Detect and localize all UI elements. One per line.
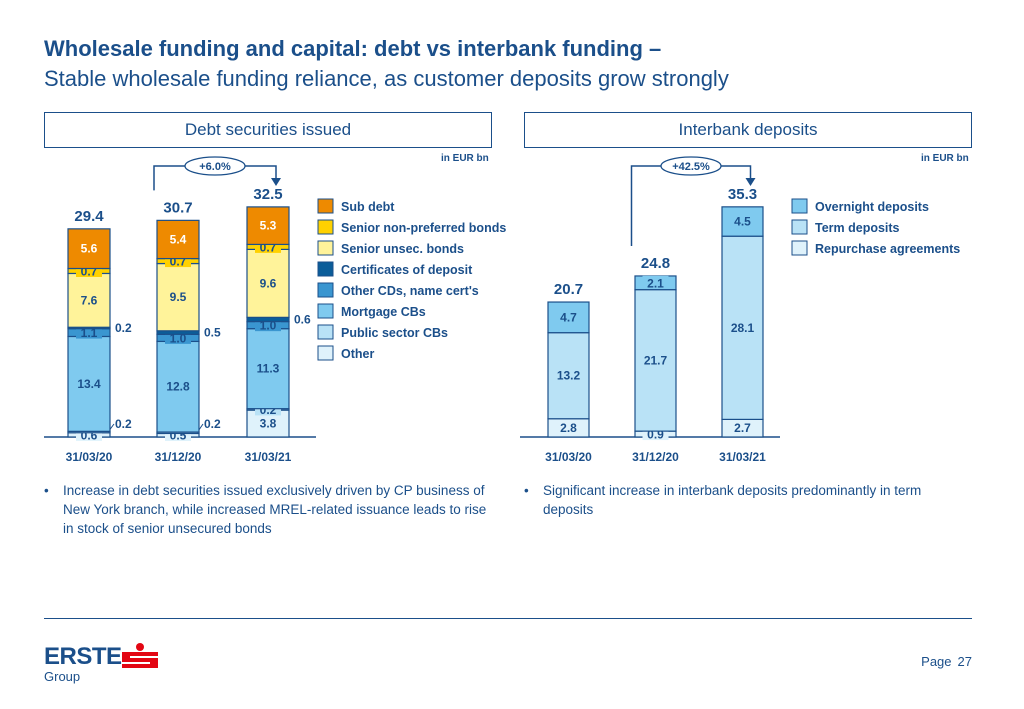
page-label: Page bbox=[921, 654, 952, 669]
data-label: 1.1 bbox=[81, 326, 98, 340]
legend-swatch bbox=[791, 198, 808, 214]
data-label: 0.2 bbox=[204, 417, 221, 431]
x-tick-label: 31/03/21 bbox=[245, 450, 292, 464]
x-tick-label: 31/12/20 bbox=[632, 450, 679, 464]
bar-total: 29.4 bbox=[74, 208, 104, 225]
bar-total: 30.7 bbox=[163, 199, 192, 216]
legend-swatch bbox=[317, 219, 334, 235]
legend-swatch bbox=[317, 303, 334, 319]
bullet-dot: • bbox=[44, 483, 49, 498]
change-badge bbox=[184, 156, 246, 176]
data-label: 7.6 bbox=[81, 293, 98, 307]
x-tick-label: 31/03/20 bbox=[66, 450, 113, 464]
arrow-down-icon bbox=[271, 178, 281, 186]
bar-segment-senior-unsec-bonds bbox=[67, 272, 111, 328]
legend-swatch bbox=[791, 240, 808, 256]
arrow-down-icon bbox=[745, 178, 756, 186]
data-label: 4.5 bbox=[734, 215, 751, 229]
data-label: 5.6 bbox=[81, 242, 98, 256]
left-bullet: • Increase in debt securities issued exc… bbox=[44, 481, 494, 538]
right-bullet: • Significant increase in interbank depo… bbox=[524, 481, 964, 519]
legend-swatch bbox=[317, 282, 334, 298]
legend-item: Term deposits bbox=[815, 221, 900, 235]
data-label: 2.7 bbox=[734, 421, 751, 435]
legend-item: Other CDs, name cert's bbox=[341, 284, 479, 298]
page-number-value: 27 bbox=[957, 654, 972, 669]
data-label: 11.3 bbox=[257, 362, 280, 376]
bar-segment-sub-debt bbox=[156, 219, 200, 260]
bar-segment-certificates-of-deposit bbox=[246, 316, 290, 323]
bar-total: 20.7 bbox=[554, 281, 583, 298]
legend-item: Sub debt bbox=[341, 200, 395, 214]
legend-item: Overnight deposits bbox=[815, 200, 929, 214]
right-unit-label: in EUR bn bbox=[921, 153, 969, 164]
data-label: 21.7 bbox=[644, 353, 668, 367]
x-tick-label: 31/12/20 bbox=[155, 450, 202, 464]
data-label: 28.1 bbox=[731, 321, 755, 335]
debt-securities-header: Debt securities issued bbox=[44, 112, 492, 148]
page-number: Page 27 bbox=[915, 654, 972, 669]
change-badge bbox=[660, 156, 722, 176]
legend-item: Other bbox=[341, 347, 374, 361]
left-unit-label: in EUR bn bbox=[441, 153, 489, 164]
logo-brand-sub: Group bbox=[44, 669, 81, 684]
data-label: 12.8 bbox=[166, 380, 190, 394]
legend-swatch bbox=[317, 345, 334, 361]
data-label: 0.2 bbox=[115, 417, 132, 431]
legend-item: Certificates of deposit bbox=[341, 263, 473, 277]
legend-swatch bbox=[791, 219, 808, 235]
right-bullet-text: Significant increase in interbank deposi… bbox=[543, 483, 922, 517]
change-label: +6.0% bbox=[199, 161, 231, 173]
data-label: 2.8 bbox=[560, 421, 577, 435]
x-tick-label: 31/03/21 bbox=[719, 450, 766, 464]
legend-swatch bbox=[317, 198, 334, 214]
bar-segment-senior-unsec-bonds bbox=[156, 262, 200, 332]
bar-total: 35.3 bbox=[728, 186, 757, 203]
data-label: 13.2 bbox=[557, 369, 581, 383]
interbank-deposits-header: Interbank deposits bbox=[524, 112, 972, 148]
footer-divider bbox=[44, 618, 972, 619]
data-label: 0.6 bbox=[294, 312, 311, 326]
data-label: 3.8 bbox=[260, 417, 277, 431]
bar-segment-term-deposits bbox=[721, 235, 764, 420]
bar-total: 24.8 bbox=[641, 255, 670, 272]
bar-total: 32.5 bbox=[253, 186, 282, 203]
change-label: +42.5% bbox=[672, 161, 710, 173]
bullet-dot: • bbox=[524, 483, 529, 498]
bar-segment-mortgage-cbs bbox=[246, 328, 290, 410]
data-label: 9.6 bbox=[260, 276, 277, 290]
data-label: 5.3 bbox=[260, 219, 277, 233]
data-label: 5.4 bbox=[170, 232, 187, 246]
bar-segment-overnight-deposits bbox=[721, 206, 764, 237]
x-tick-label: 31/03/20 bbox=[545, 450, 592, 464]
legend-swatch bbox=[317, 324, 334, 340]
legend-swatch bbox=[317, 261, 334, 277]
page-subtitle: Stable wholesale funding reliance, as cu… bbox=[44, 66, 729, 91]
legend-item: Mortgage CBs bbox=[341, 305, 426, 319]
data-label: 4.7 bbox=[560, 310, 577, 324]
bar-segment-term-deposits bbox=[634, 289, 677, 432]
legend-item: Senior unsec. bonds bbox=[341, 242, 464, 256]
logo-brand: ERSTE bbox=[44, 643, 122, 670]
bar-segment-sub-debt bbox=[246, 206, 290, 246]
data-label: 2.1 bbox=[647, 276, 664, 290]
bar-segment-mortgage-cbs bbox=[67, 335, 111, 432]
data-label-box bbox=[642, 275, 669, 289]
left-bullet-text: Increase in debt securities issued exclu… bbox=[63, 483, 487, 536]
page-title: Wholesale funding and capital: debt vs i… bbox=[44, 36, 662, 61]
bar-segment-senior-unsec-bonds bbox=[246, 248, 290, 318]
legend-item: Senior non-preferred bonds bbox=[341, 221, 506, 235]
legend-swatch bbox=[317, 240, 334, 256]
erste-group-logo: ERSTE Group bbox=[44, 643, 158, 684]
data-label: 0.2 bbox=[115, 321, 132, 335]
data-label: 0.5 bbox=[204, 326, 221, 340]
legend-item: Repurchase agreements bbox=[815, 242, 960, 256]
sparkasse-s-icon bbox=[122, 643, 158, 668]
data-label: 9.5 bbox=[170, 290, 187, 304]
bar-segment-overnight-deposits bbox=[547, 301, 590, 334]
legend-item: Public sector CBs bbox=[341, 326, 448, 340]
bar-segment-sub-debt bbox=[67, 228, 111, 270]
data-label: 13.4 bbox=[77, 377, 101, 391]
